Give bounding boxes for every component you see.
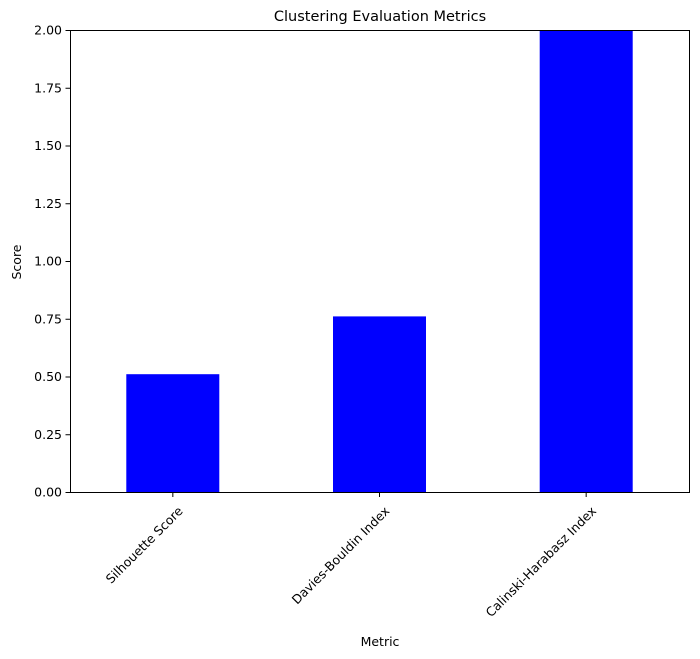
x-axis-ticks: Silhouette Score Davies-Bouldin Index Cali… bbox=[103, 492, 599, 620]
y-tick-label-6: 1.50 bbox=[34, 138, 62, 153]
bar-1 bbox=[333, 316, 426, 492]
y-tick-label-4: 1.00 bbox=[34, 254, 62, 269]
y-tick-label-7: 1.75 bbox=[34, 80, 62, 95]
y-tick-label-0: 0.00 bbox=[34, 485, 62, 500]
y-axis-ticks: 0.00 0.25 0.50 0.75 1.00 1.25 1.50 1.75 2.00 bbox=[34, 23, 70, 500]
y-tick-label-1: 0.25 bbox=[34, 427, 62, 442]
x-axis-label: Metric bbox=[361, 634, 400, 649]
bar-2 bbox=[539, 30, 633, 492]
x-tick-label-2: Calinski-Harabasz Index bbox=[482, 503, 599, 620]
y-tick-label-5: 1.25 bbox=[34, 196, 62, 211]
y-tick-label-8: 2.00 bbox=[34, 23, 62, 38]
plot-frame bbox=[70, 30, 690, 493]
y-tick-label-2: 0.50 bbox=[34, 369, 62, 384]
x-tick-label-0: Silhouette Score bbox=[103, 503, 186, 586]
x-tick-label-1: Davies-Bouldin Index bbox=[289, 503, 393, 607]
bars bbox=[126, 30, 633, 492]
y-tick-label-3: 0.75 bbox=[34, 311, 62, 326]
y-axis-label: Score bbox=[9, 244, 24, 279]
chart-title: Clustering Evaluation Metrics bbox=[274, 9, 486, 25]
bar-0 bbox=[126, 374, 220, 492]
